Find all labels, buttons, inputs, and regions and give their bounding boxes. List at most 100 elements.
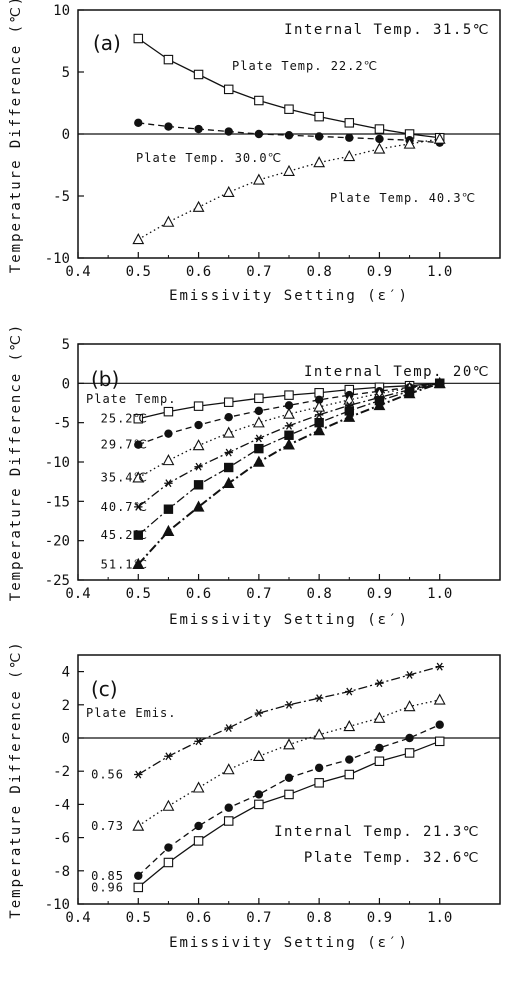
annotation: Plate Temp. bbox=[86, 392, 176, 406]
panel-label: (b) bbox=[91, 367, 119, 391]
x-tick-label: 0.9 bbox=[367, 586, 392, 602]
x-tick-label: 0.6 bbox=[186, 264, 211, 280]
data-point bbox=[405, 733, 414, 743]
data-point bbox=[283, 407, 295, 419]
data-point bbox=[345, 755, 354, 764]
data-point bbox=[433, 132, 446, 144]
data-point bbox=[222, 426, 235, 438]
y-tick-label: 0 bbox=[62, 731, 70, 747]
y-tick-label: -25 bbox=[45, 573, 70, 589]
x-tick-label: 0.5 bbox=[126, 910, 151, 926]
data-point bbox=[252, 173, 265, 185]
data-point bbox=[162, 524, 175, 536]
data-point bbox=[194, 821, 203, 831]
data-point bbox=[435, 720, 444, 729]
data-point bbox=[132, 819, 145, 831]
series-label: 35.4℃ bbox=[101, 471, 148, 485]
data-point bbox=[313, 728, 326, 740]
data-point bbox=[284, 104, 294, 114]
annotation: Plate Temp. 30.0℃ bbox=[136, 151, 282, 165]
x-tick-label: 0.4 bbox=[65, 586, 90, 602]
data-point bbox=[404, 748, 415, 758]
data-point bbox=[192, 439, 205, 451]
data-point bbox=[133, 530, 143, 540]
annotation: Plate Emis. bbox=[86, 706, 176, 720]
series-1 bbox=[133, 33, 445, 143]
data-point bbox=[193, 836, 204, 846]
series-6: 51.1℃ bbox=[101, 376, 446, 571]
data-point bbox=[162, 215, 175, 227]
data-point bbox=[133, 413, 144, 424]
data-point bbox=[222, 763, 235, 775]
data-point bbox=[343, 720, 356, 732]
y-tick-label: -5 bbox=[53, 189, 70, 205]
data-point bbox=[252, 416, 265, 428]
series-label: 0.73 bbox=[91, 819, 124, 833]
series-2: 29.7℃ bbox=[101, 379, 444, 452]
data-point bbox=[343, 393, 356, 405]
data-point bbox=[375, 134, 384, 144]
data-point bbox=[254, 129, 264, 139]
data-point bbox=[374, 124, 385, 134]
data-point bbox=[132, 557, 145, 570]
x-tick-label: 1.0 bbox=[427, 910, 452, 926]
data-point bbox=[223, 397, 234, 407]
data-point bbox=[194, 124, 203, 134]
data-point bbox=[163, 406, 174, 417]
data-point bbox=[254, 790, 264, 799]
y-tick-label: 4 bbox=[62, 665, 70, 681]
data-point bbox=[224, 127, 233, 136]
y-tick-label: 0 bbox=[62, 376, 70, 392]
series-label: 0.85 bbox=[91, 869, 124, 883]
series-label: 45.2℃ bbox=[101, 528, 148, 542]
data-point bbox=[343, 410, 356, 422]
x-tick-label: 0.5 bbox=[126, 586, 151, 602]
series-3 bbox=[132, 132, 446, 245]
y-tick-label: -8 bbox=[53, 864, 70, 880]
data-point bbox=[435, 662, 444, 671]
data-point bbox=[254, 406, 264, 416]
data-point bbox=[194, 737, 203, 746]
series-3: 0.85 bbox=[91, 720, 444, 883]
data-point bbox=[375, 743, 384, 753]
x-tick-label: 0.9 bbox=[367, 264, 392, 280]
y-tick-label: -4 bbox=[53, 797, 70, 813]
data-point bbox=[222, 185, 235, 198]
data-point bbox=[403, 137, 416, 149]
x-axis-label: Emissivity Setting (ε′) bbox=[169, 935, 409, 951]
data-point bbox=[284, 401, 294, 410]
x-tick-label: 0.5 bbox=[126, 264, 151, 280]
data-point bbox=[433, 376, 446, 389]
y-tick-label: -10 bbox=[45, 455, 70, 471]
data-point bbox=[194, 420, 203, 430]
data-point bbox=[252, 749, 265, 762]
series-2: 0.73 bbox=[91, 693, 446, 833]
data-point bbox=[163, 54, 174, 65]
y-tick-label: -10 bbox=[45, 897, 70, 913]
x-tick-label: 0.6 bbox=[186, 910, 211, 926]
data-point bbox=[254, 393, 264, 404]
series-label: 29.7℃ bbox=[101, 438, 148, 452]
y-axis-label: Temperature Difference (℃) bbox=[8, 640, 24, 918]
data-point bbox=[164, 843, 173, 852]
data-point bbox=[344, 118, 355, 128]
data-point bbox=[223, 84, 234, 95]
data-point bbox=[254, 443, 264, 454]
data-point bbox=[283, 164, 295, 176]
data-point bbox=[314, 778, 324, 788]
data-point bbox=[164, 122, 173, 131]
annotation: Internal Temp. 21.3℃ bbox=[274, 824, 480, 840]
data-point bbox=[313, 424, 326, 436]
x-tick-label: 0.8 bbox=[306, 264, 331, 280]
data-point bbox=[162, 454, 175, 466]
series-label: 40.7℃ bbox=[101, 500, 148, 514]
data-point bbox=[133, 882, 144, 893]
series-label: 51.1℃ bbox=[101, 557, 148, 571]
y-tick-label: -2 bbox=[53, 764, 70, 780]
data-point bbox=[314, 694, 324, 703]
chart-panel-3: 0.4 0.5 0.6 0.7 0.8 0.9 1.0 4 2 0 -2 -4 -6 -8 -10 Emiss… bbox=[8, 640, 501, 951]
data-point bbox=[373, 142, 386, 154]
data-point bbox=[284, 390, 294, 400]
data-point bbox=[224, 724, 233, 732]
